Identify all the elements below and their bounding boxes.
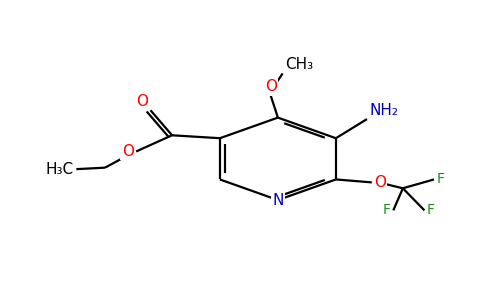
- Text: N: N: [272, 193, 284, 208]
- Text: F: F: [383, 203, 391, 218]
- Text: O: O: [122, 144, 134, 159]
- Text: O: O: [136, 94, 148, 109]
- Text: O: O: [374, 175, 386, 190]
- Text: H₃C: H₃C: [46, 162, 74, 177]
- Text: NH₂: NH₂: [369, 103, 398, 118]
- Text: F: F: [427, 203, 435, 218]
- Text: CH₃: CH₃: [285, 57, 313, 72]
- Text: O: O: [265, 79, 277, 94]
- Text: F: F: [437, 172, 444, 186]
